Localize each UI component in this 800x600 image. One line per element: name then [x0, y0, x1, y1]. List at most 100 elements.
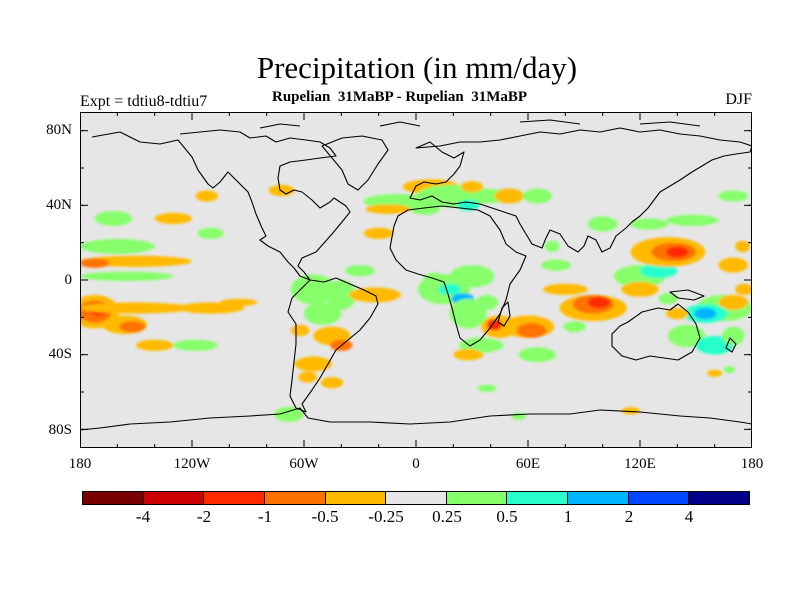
colorbar-swatch — [264, 492, 326, 504]
dry-anomaly-patch — [621, 407, 640, 415]
lat-label-80s: 80S — [48, 422, 72, 438]
lat-label-40n: 40N — [46, 197, 72, 213]
dry-anomaly-patch — [516, 322, 547, 338]
wet-anomaly-patch — [666, 214, 719, 226]
lon-label-60e: 60E — [515, 456, 541, 472]
colorbar-label: -2 — [196, 507, 212, 526]
wet-anomaly-patch — [718, 190, 749, 202]
coast-new-guinea — [669, 289, 705, 301]
dry-anomaly-patch — [460, 181, 484, 193]
lon-label-120w: 120W — [173, 456, 211, 472]
dry-anomaly-patch — [453, 349, 484, 361]
dry-anomaly-patch — [735, 240, 751, 252]
colorbar-swatch — [568, 492, 629, 504]
wet-anomaly-patch — [518, 347, 556, 363]
plot-title: Precipitation (in mm/day) — [256, 50, 578, 85]
colorbar-label: 0.25 — [432, 507, 462, 526]
dry-anomaly-patch — [494, 188, 525, 204]
wet-anomaly-patch — [563, 321, 586, 333]
dry-anomaly-patch — [268, 184, 295, 196]
wet-anomaly-patch — [326, 280, 357, 310]
wet-anomaly-patch — [511, 412, 527, 420]
wet-anomaly-patch — [274, 406, 304, 422]
dry-anomaly-patch — [136, 339, 174, 351]
colorbar-label: -4 — [135, 507, 151, 526]
coast-new-zealand — [725, 337, 737, 353]
wet-anomaly-patch — [80, 238, 155, 254]
colorbar-swatch — [83, 492, 144, 504]
colorbar-label: -0.5 — [311, 507, 339, 526]
wet-anomaly-patch — [522, 188, 553, 204]
colorbar-swatch — [143, 492, 205, 504]
dry-anomaly-patch — [363, 227, 394, 239]
colorbar-label: 1 — [563, 507, 573, 526]
map-panel — [80, 112, 752, 448]
colorbar-label: -1 — [257, 507, 273, 526]
lat-label-0: 0 — [64, 272, 73, 288]
lon-label-120e: 120E — [624, 456, 656, 472]
colorbar-label: 0.5 — [496, 507, 518, 526]
axis-ticks — [80, 112, 752, 448]
colorbar-label: 4 — [684, 507, 694, 526]
dry-anomaly-patch — [291, 324, 310, 336]
coastlines — [80, 119, 752, 431]
season-label: DJF — [725, 91, 752, 108]
wet-anomaly-patch — [173, 339, 219, 351]
dry-anomaly-patch — [718, 257, 749, 273]
dry-anomaly-patch — [735, 283, 752, 295]
dry-anomaly-patch — [320, 377, 344, 389]
colorbar-swatch — [386, 492, 447, 504]
lat-label-80n: 80N — [46, 122, 72, 138]
wet-anomaly-patch — [458, 337, 504, 353]
colorbar-swatch — [325, 492, 387, 504]
colorbar-swatch — [204, 492, 265, 504]
wet-anomaly-patch — [449, 265, 495, 288]
colorbar-label: 2 — [624, 507, 634, 526]
coast-arctic-islands — [259, 119, 701, 129]
wet-anomaly-patch — [423, 272, 446, 288]
plot-subtitle: Rupelian 31MaBP - Rupelian 31MaBP — [272, 89, 528, 105]
wet-anomaly-patch — [304, 302, 342, 325]
lon-label-180e: 180 — [740, 456, 764, 472]
coast-greenland — [321, 135, 389, 191]
coast-south-america — [287, 277, 379, 413]
wet-anomaly-patch — [668, 324, 706, 348]
colorbar-swatch — [628, 492, 690, 504]
wet-anomaly-patch — [722, 326, 745, 346]
dry-anomaly-patch — [718, 294, 749, 310]
colorbar — [82, 491, 750, 505]
dry-anomaly-patch — [298, 371, 317, 383]
dry-anomaly-patch — [542, 283, 588, 295]
lon-label-60w: 60W — [289, 456, 319, 472]
colorbar-swatch — [446, 492, 508, 504]
wet-anomaly-patch — [80, 271, 174, 281]
wet-anomaly-patch — [345, 265, 375, 277]
lon-label-0: 0 — [412, 456, 420, 472]
wet-anomaly-patch — [544, 240, 560, 252]
wet-anomaly-patch — [475, 294, 499, 310]
dry-anomaly-patch — [365, 204, 411, 214]
wet-anomaly-patch — [587, 216, 618, 232]
coast-madagascar — [497, 301, 511, 327]
dry-anomaly-patch — [80, 258, 110, 268]
wet-anomaly-patch — [630, 218, 668, 230]
lat-label-40s: 40S — [48, 346, 72, 362]
dry-anomaly-patch — [587, 296, 611, 308]
wet-anomaly-patch — [94, 210, 133, 226]
wet-anomaly-patch — [694, 308, 717, 320]
dry-anomaly-patch — [707, 369, 723, 377]
coast-australia — [611, 303, 701, 361]
wet-anomaly-patch — [658, 293, 678, 305]
dry-anomaly-patch — [666, 246, 689, 258]
anomaly-field — [80, 179, 752, 422]
wet-anomaly-patch — [640, 263, 678, 279]
precipitation-map — [80, 112, 752, 448]
lon-label-180w: 180 — [68, 456, 92, 472]
dry-anomaly-patch — [154, 212, 192, 224]
wet-anomaly-patch — [197, 227, 224, 239]
wet-anomaly-patch — [438, 283, 461, 295]
colorbar-swatch — [689, 492, 750, 504]
dry-anomaly-patch — [621, 281, 659, 297]
dry-anomaly-patch — [220, 298, 258, 307]
dry-anomaly-patch — [294, 356, 332, 372]
